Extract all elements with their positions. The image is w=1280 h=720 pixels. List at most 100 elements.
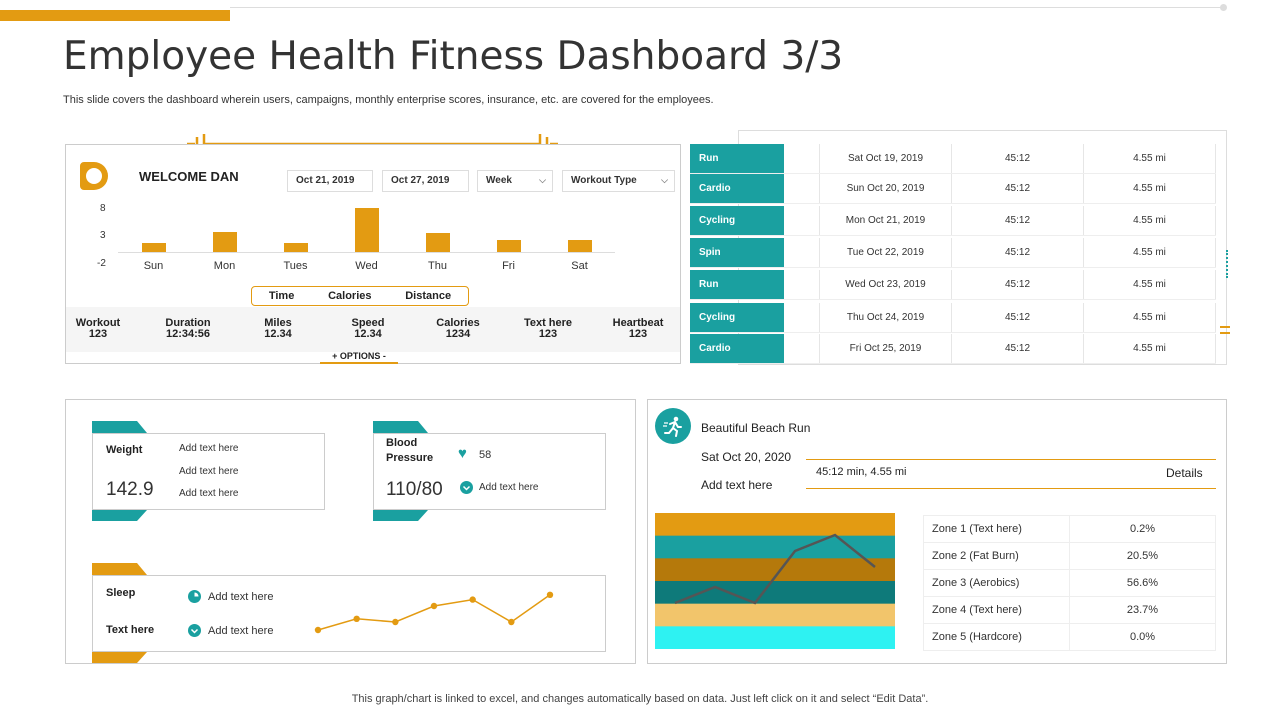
chart-bar [212,232,237,252]
sleep-note: Add text here [208,591,274,603]
x-tick-label: Sun [143,260,164,272]
zone-band [655,535,895,559]
workout-type-cell: Cardio [690,334,784,363]
sleep-trend-point [469,596,476,603]
weight-note: Add text here [179,443,239,454]
card-flag [92,652,147,663]
chevron-down-icon: ⌵ [539,175,546,185]
schedule-row[interactable]: Cycling Mon Oct 21, 2019 45:12 4.55 mi [690,206,1216,236]
options-toggle[interactable]: + OPTIONS - [320,348,398,364]
time-cell: 45:12 [952,334,1084,363]
date-cell: Tue Oct 22, 2019 [820,238,952,267]
schedule-row[interactable]: Cycling Thu Oct 24, 2019 45:12 4.55 mi [690,303,1216,333]
tab-calories[interactable]: Calories [328,290,372,302]
card-flag [373,421,428,433]
date-to-field[interactable]: Oct 27, 2019 [382,170,469,192]
stat-value: 123 [628,328,648,340]
x-tick-label: Thu [428,260,447,272]
tab-time[interactable]: Time [268,290,295,302]
spacer-cell [784,174,820,203]
card-flag [92,510,147,521]
running-icon [655,408,691,444]
zone-name: Zone 3 (Aerobics) [924,570,1070,596]
top-dot [1220,4,1227,11]
sleep-trend-chart [314,591,554,634]
ruler-end-mark [1220,326,1230,334]
schedule-row[interactable]: Spin Tue Oct 22, 2019 45:12 4.55 mi [690,238,1216,268]
chart-bar [141,243,166,252]
bp-label-line2: Pressure [386,452,434,464]
spacer-cell [784,144,820,173]
schedule-row[interactable]: Run Sat Oct 19, 2019 45:12 4.55 mi [690,144,1216,174]
chevron-down-icon: ⌵ [661,175,668,185]
date-from-field[interactable]: Oct 21, 2019 [287,170,373,192]
zone-name: Zone 1 (Text here) [924,516,1070,542]
period-select[interactable]: Week ⌵ [477,170,553,192]
date-cell: Sun Oct 20, 2019 [820,174,952,203]
divider [806,488,1216,489]
zone-row: Zone 1 (Text here) 0.2% [923,516,1216,543]
heart-icon: ♥ [458,445,467,462]
details-link[interactable]: Details [1166,466,1203,480]
zone-name: Zone 2 (Fat Burn) [924,543,1070,569]
workout-type-cell: Cycling [690,303,784,332]
run-date: Sat Oct 20, 2020 [701,450,792,464]
chart-bar [354,208,379,252]
chart-bar [496,240,521,252]
weight-label: Weight [106,444,143,456]
distance-cell: 4.55 mi [1084,334,1216,363]
x-tick-label: Wed [355,260,378,272]
stat-value: 12.34 [354,328,382,340]
run-title: Beautiful Beach Run [701,421,811,435]
sleep-trend-point [430,602,438,610]
stat-label: Speed [351,317,385,329]
sleep-label-2: Text here [106,624,155,636]
spacer-cell [784,334,820,363]
metric-tabs: Time Calories Distance [251,286,469,306]
weight-card [92,433,325,510]
date-cell: Sat Oct 19, 2019 [820,144,952,173]
chart-bar [283,243,308,252]
bp-value: 110/80 [386,479,443,500]
zone-value: 56.6% [1126,577,1159,589]
schedule-row[interactable]: Cardio Sun Oct 20, 2019 45:12 4.55 mi [690,174,1216,204]
sleep-trend-point [353,615,360,622]
footer-note: This graph/chart is linked to excel, and… [351,693,929,705]
page-subtitle: This slide covers the dashboard wherein … [63,94,714,106]
stat-item: Speed 12.34 [328,318,408,346]
weight-note: Add text here [179,488,239,499]
zone-value: 20.5% [1126,550,1159,562]
schedule-row[interactable]: Run Wed Oct 23, 2019 45:12 4.55 mi [690,270,1216,300]
weight-value: 142.9 [106,479,154,500]
welcome-greeting: WELCOME DAN [139,169,239,184]
time-cell: 45:12 [952,144,1084,173]
sleep-trend-point [546,591,554,598]
stat-value: 12:34:56 [165,328,211,340]
page-title: Employee Health Fitness Dashboard 3/3 [63,34,844,79]
y-tick-label: 8 [100,203,106,214]
workout-type-select-value: Workout Type [571,175,637,186]
workout-type-select[interactable]: Workout Type ⌵ [562,170,675,192]
check-circle-icon [460,481,473,494]
sleep-trend-point [314,626,322,634]
run-summary: 45:12 min, 4.55 mi [816,466,907,478]
sleep-label: Sleep [106,587,136,599]
zone-row: Zone 3 (Aerobics) 56.6% [923,570,1216,597]
stat-label: Heartbeat [612,317,664,329]
zone-value: 0.2% [1129,523,1156,535]
heart-rate-line [674,533,876,605]
schedule-row[interactable]: Cardio Fri Oct 25, 2019 45:12 4.55 mi [690,334,1216,364]
tab-distance[interactable]: Distance [405,290,452,302]
zone-name: Zone 5 (Hardcore) [924,624,1070,650]
workout-type-cell: Run [690,270,784,299]
distance-cell: 4.55 mi [1084,303,1216,332]
scroll-ruler[interactable] [1222,250,1228,278]
card-flag [92,563,147,575]
clock-icon [188,590,201,603]
blood-pressure-card [373,433,606,510]
date-cell: Mon Oct 21, 2019 [820,206,952,235]
workout-type-cell: Cycling [690,206,784,235]
distance-cell: 4.55 mi [1084,174,1216,203]
heart-zone-chart [655,513,895,649]
stat-label: Calories [436,317,480,329]
